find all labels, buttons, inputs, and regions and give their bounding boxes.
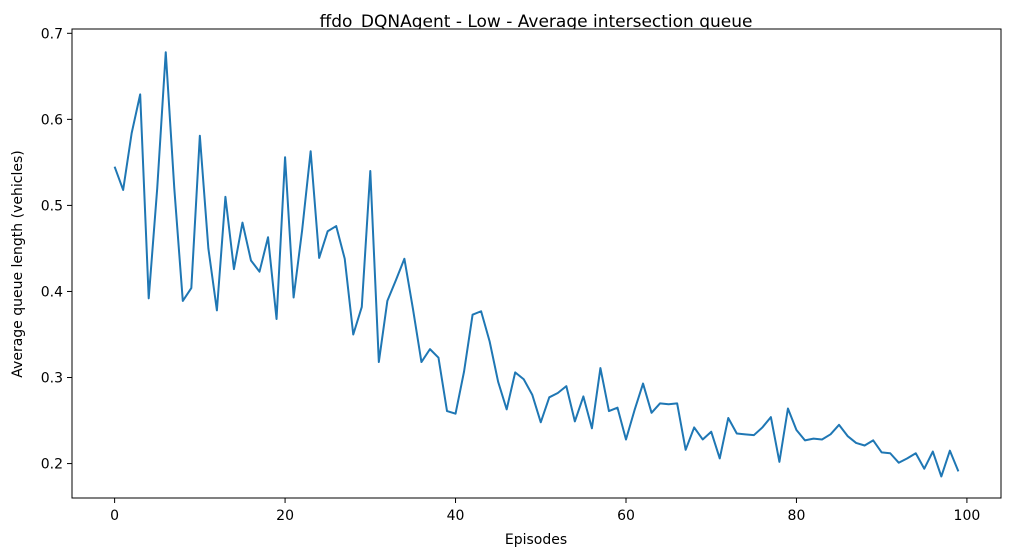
y-tick-label: 0.4 (41, 284, 63, 300)
x-tick-label: 100 (954, 508, 981, 524)
y-tick-label: 0.6 (41, 112, 63, 128)
y-tick-label: 0.5 (41, 198, 63, 214)
x-tick-label: 0 (110, 508, 119, 524)
plot-frame (71, 28, 1002, 499)
x-tick-label: 20 (276, 508, 294, 524)
y-tick-label: 0.2 (41, 457, 63, 473)
y-tick-label: 0.3 (41, 371, 63, 387)
x-tick-label: 60 (617, 508, 635, 524)
y-axis-label: Average queue length (vehicles) (10, 150, 26, 377)
y-tick-label: 0.7 (41, 26, 63, 42)
plot-area (72, 29, 1001, 498)
series-line-0 (113, 51, 960, 478)
ticks-layer: 0 20 40 60 80 100 0.2 0.3 0.4 0.5 0.6 0.7 (41, 26, 981, 524)
series-layer (113, 51, 960, 478)
x-axis-label: Episodes (505, 532, 567, 548)
chart-title: ffdo_DQNAgent - Low - Average intersecti… (320, 12, 753, 32)
x-tick-label: 40 (447, 508, 465, 524)
x-tick-label: 80 (788, 508, 806, 524)
